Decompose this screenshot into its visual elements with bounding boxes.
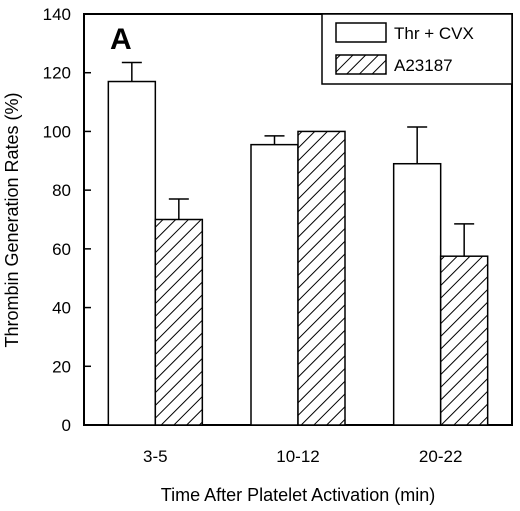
x-tick-label: 20-22 (419, 447, 462, 466)
bar-thr-cvx-10-12 (250, 143, 299, 426)
y-tick-label: 20 (52, 357, 71, 376)
legend: Thr + CVX A23187 (321, 13, 513, 85)
legend-swatch-open (335, 22, 387, 43)
y-axis-ticks: 0 20 40 60 80 100 120 140 (43, 5, 91, 435)
x-tick-label: 10-12 (276, 447, 319, 466)
bar-a23187-10-12 (297, 130, 346, 426)
legend-swatch-hatched (335, 54, 387, 75)
x-tick-label: 3-5 (143, 447, 168, 466)
legend-label-series-1: Thr + CVX (394, 24, 474, 43)
legend-label-series-2: A23187 (394, 56, 453, 75)
y-tick-label: 80 (52, 181, 71, 200)
y-axis-label: Thrombin Generation Rates (%) (2, 92, 22, 347)
y-tick-label: 40 (52, 299, 71, 318)
bar-a23187-3-5 (154, 218, 204, 426)
y-tick-label: 120 (43, 64, 71, 83)
panel-label: A (110, 23, 132, 56)
bar-a23187-20-22 (439, 255, 489, 426)
x-axis-label: Time After Platelet Activation (min) (161, 485, 435, 505)
y-tick-label: 0 (62, 416, 71, 435)
bars-group (107, 61, 489, 426)
y-tick-label: 60 (52, 240, 71, 259)
bar-thr-cvx-20-22 (392, 162, 442, 426)
y-tick-label: 100 (43, 122, 71, 141)
x-axis-ticks: 3-5 10-12 20-22 (143, 447, 462, 466)
bar-thr-cvx-3-5 (107, 80, 157, 426)
y-tick-label: 140 (43, 5, 71, 24)
